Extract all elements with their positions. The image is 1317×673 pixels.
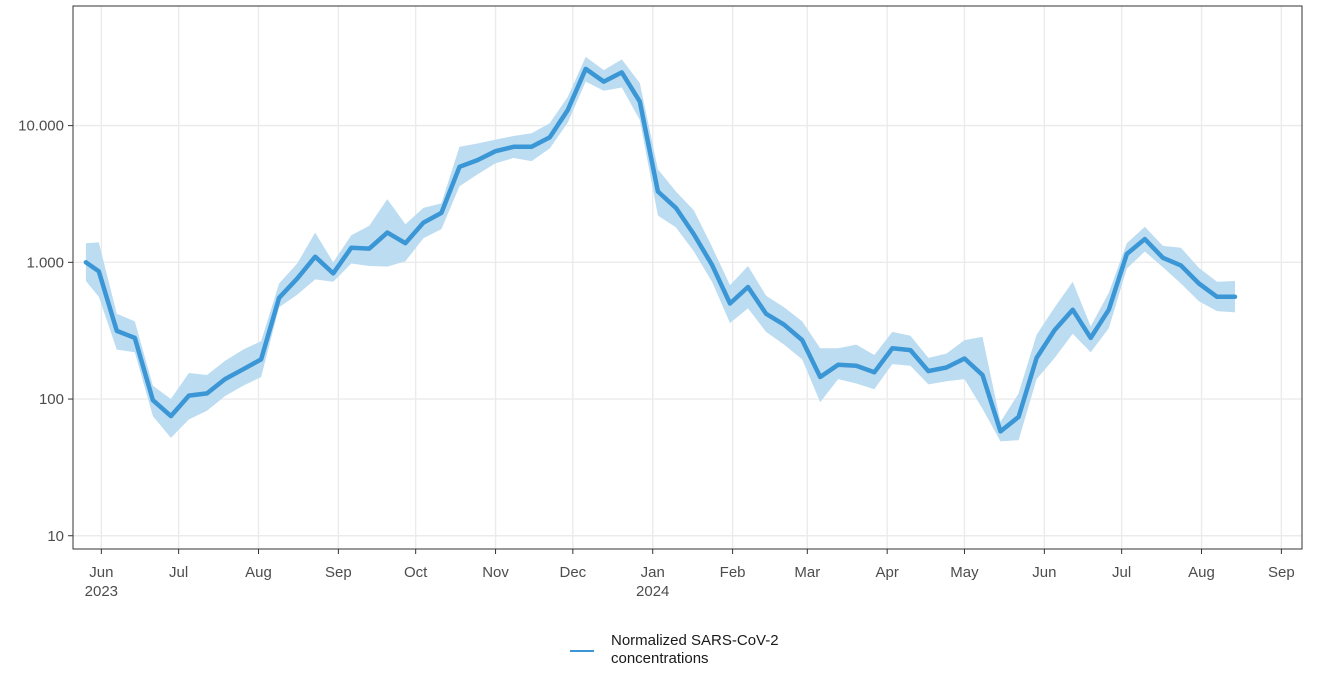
x-tick-label: Mar: [794, 564, 820, 581]
legend-key: [568, 632, 596, 652]
legend-line-swatch: [570, 650, 594, 652]
x-tick-label: Jul: [169, 564, 188, 581]
x-tick-year-label: 2024: [636, 583, 669, 600]
plot-panel-border: [72, 5, 1303, 550]
confidence-band: [85, 56, 1235, 442]
x-tick-year-label: 2023: [85, 583, 118, 600]
x-tick-label: Nov: [482, 564, 509, 581]
x-tick-label: Jun: [1032, 564, 1056, 581]
legend-label-line1: Normalized SARS-CoV-2: [611, 632, 779, 649]
x-tick-label: Dec: [560, 564, 587, 581]
x-tick-label: Jul: [1112, 564, 1131, 581]
x-tick-label: Sep: [1268, 564, 1295, 581]
x-tick-label: Oct: [404, 564, 428, 581]
x-tick-label: Aug: [245, 564, 272, 581]
chart-canvas: 10 100 1.000 10.000 Jun 2023 Jul Aug Sep Oct Nov D…: [18, 5, 1303, 600]
y-tick-label: 10.000: [18, 118, 64, 135]
x-tick-label: Sep: [325, 564, 352, 581]
x-tick-label: Jan: [641, 564, 665, 581]
confidence-band-area: [85, 56, 1235, 442]
legend: Normalized SARS-CoV-2 concentrations: [568, 632, 841, 668]
x-axis: Jun 2023 Jul Aug Sep Oct Nov Dec Jan 2024 Feb Mar Ap…: [85, 549, 1295, 600]
x-tick-label: Feb: [720, 564, 746, 581]
x-tick-label: Jun: [89, 564, 113, 581]
x-tick-label: Aug: [1188, 564, 1215, 581]
x-tick-label: Apr: [876, 564, 899, 581]
series-line-path: [83, 66, 1238, 434]
y-tick-label: 100: [39, 391, 64, 408]
series-line: [83, 66, 1238, 434]
y-axis: 10 100 1.000 10.000: [18, 118, 73, 545]
legend-label: Normalized SARS-CoV-2 concentrations: [611, 632, 841, 668]
x-tick-label: May: [950, 564, 979, 581]
y-tick-label: 1.000: [26, 254, 64, 271]
legend-label-line2: concentrations: [611, 650, 709, 667]
y-tick-label: 10: [47, 528, 64, 545]
